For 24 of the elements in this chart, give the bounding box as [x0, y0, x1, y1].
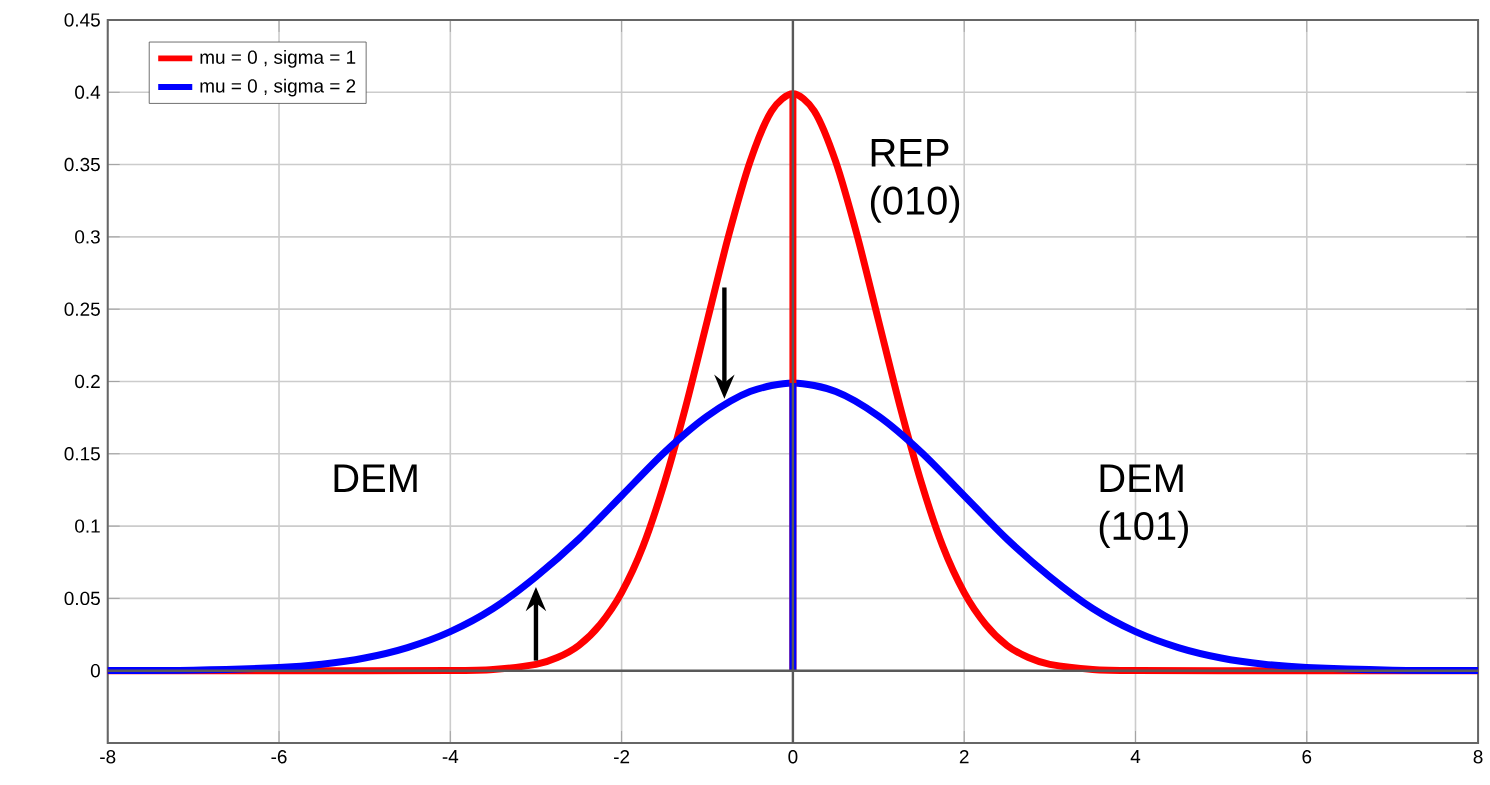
x-tick-label: -6	[271, 750, 287, 764]
y-tick-label: 0.15	[64, 447, 100, 461]
legend-label: mu = 0 , sigma = 2	[200, 78, 356, 97]
x-tick-label: 0	[788, 750, 798, 764]
y-tick-label: 0.35	[64, 157, 100, 172]
y-tick-label: 0.25	[64, 302, 100, 316]
x-tick-label: 2	[959, 750, 969, 764]
x-tick-label: 8	[1473, 750, 1483, 764]
annotation: REP (010)	[870, 139, 960, 223]
x-tick-label: -4	[442, 750, 459, 764]
y-tick-label: 0.1	[75, 519, 100, 533]
y-tick-label: 0	[90, 664, 100, 678]
y-tick-label: 0.3	[75, 230, 100, 244]
y-tick-label: 0.4	[75, 85, 101, 100]
y-tick-label: 0.45	[64, 13, 100, 27]
annotation: DEM (101)	[1099, 464, 1188, 549]
legend-label: mu = 0 , sigma = 1	[200, 50, 356, 68]
x-tick-label: -2	[614, 750, 630, 764]
y-tick-label: 0.2	[75, 374, 100, 389]
annotation: DEM	[334, 464, 417, 492]
y-tick-label: 0.05	[64, 591, 100, 606]
x-tick-label: 4	[1130, 750, 1141, 764]
x-tick-label: 6	[1302, 750, 1312, 764]
x-tick-label: -8	[100, 750, 116, 764]
